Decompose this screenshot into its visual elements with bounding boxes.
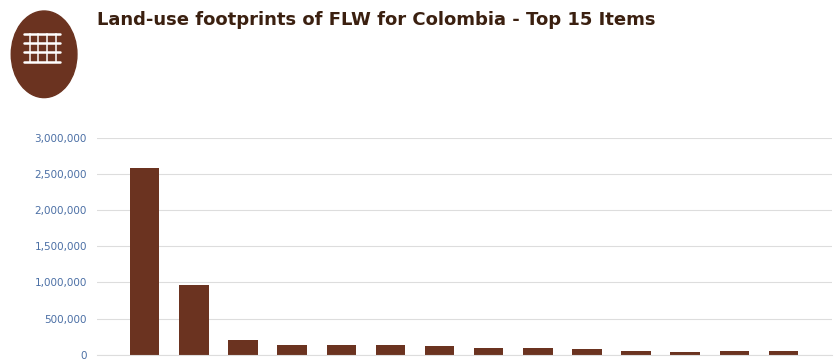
Bar (228, 340, 258, 355)
Bar (327, 345, 356, 355)
Bar (769, 351, 798, 355)
Text: Land-use footprints of FLW for Colombia - Top 15 Items: Land-use footprints of FLW for Colombia … (97, 11, 655, 29)
Bar (277, 345, 307, 355)
Bar (179, 285, 208, 355)
Bar (425, 346, 454, 355)
Bar (670, 352, 700, 355)
Bar (572, 349, 601, 355)
Bar (130, 168, 160, 355)
Bar (375, 345, 405, 355)
Circle shape (11, 11, 77, 98)
Bar (622, 351, 651, 355)
Bar (474, 348, 503, 355)
Bar (523, 348, 553, 355)
Bar (720, 351, 749, 355)
